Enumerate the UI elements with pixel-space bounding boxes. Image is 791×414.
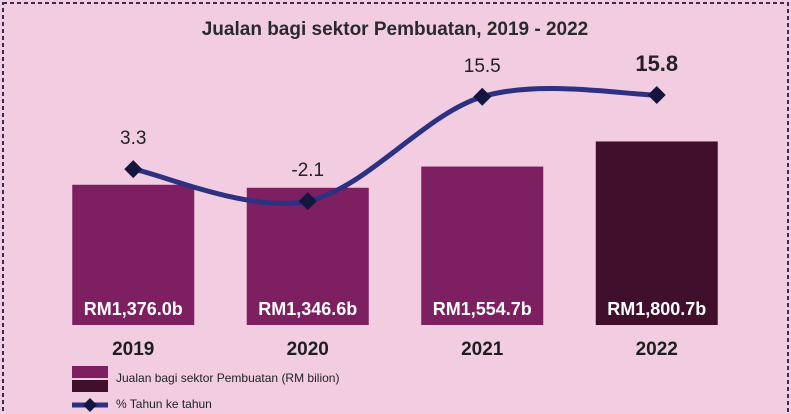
line-value-label: 15.5 <box>464 56 501 77</box>
bar <box>72 184 195 325</box>
x-tick-label: 2022 <box>636 339 678 360</box>
legend-swatch <box>72 366 108 378</box>
line-value-label: 15.8 <box>635 51 678 76</box>
bar-value-label: RM1,346.6b <box>258 299 357 319</box>
bar <box>421 166 544 325</box>
legend-swatch <box>72 380 108 392</box>
line-marker <box>473 87 492 106</box>
legend-label: Jualan bagi sektor Pembuatan (RM bilion) <box>116 371 339 385</box>
line-value-label: -2.1 <box>291 160 324 181</box>
bar-value-label: RM1,800.7b <box>607 299 706 319</box>
line-marker <box>124 160 143 179</box>
bar <box>246 187 369 325</box>
chart-title: Jualan bagi sektor Pembuatan, 2019 - 202… <box>202 19 589 40</box>
line-marker <box>647 85 666 104</box>
line-value-label: 3.3 <box>120 128 146 149</box>
x-tick-label: 2021 <box>461 339 504 360</box>
legend-marker <box>83 398 97 412</box>
line <box>132 85 657 206</box>
bar-value-label: RM1,376.0b <box>84 299 183 319</box>
x-tick-label: 2019 <box>112 339 154 360</box>
bar-value-label: RM1,554.7b <box>433 299 532 319</box>
bar <box>595 141 718 325</box>
line-marker <box>298 192 317 211</box>
x-tick-label: 2020 <box>287 339 329 360</box>
legend-label: % Tahun ke tahun <box>116 397 212 411</box>
